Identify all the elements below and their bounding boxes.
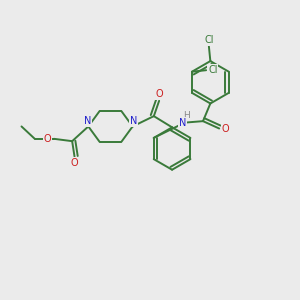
Text: O: O — [71, 158, 78, 168]
Text: N: N — [179, 118, 186, 128]
Text: Cl: Cl — [208, 65, 218, 75]
Text: H: H — [183, 111, 190, 120]
Text: O: O — [222, 124, 230, 134]
Text: Cl: Cl — [204, 35, 214, 46]
Text: N: N — [130, 116, 137, 126]
Text: N: N — [84, 116, 92, 126]
Text: O: O — [155, 89, 163, 99]
Text: O: O — [44, 134, 51, 144]
